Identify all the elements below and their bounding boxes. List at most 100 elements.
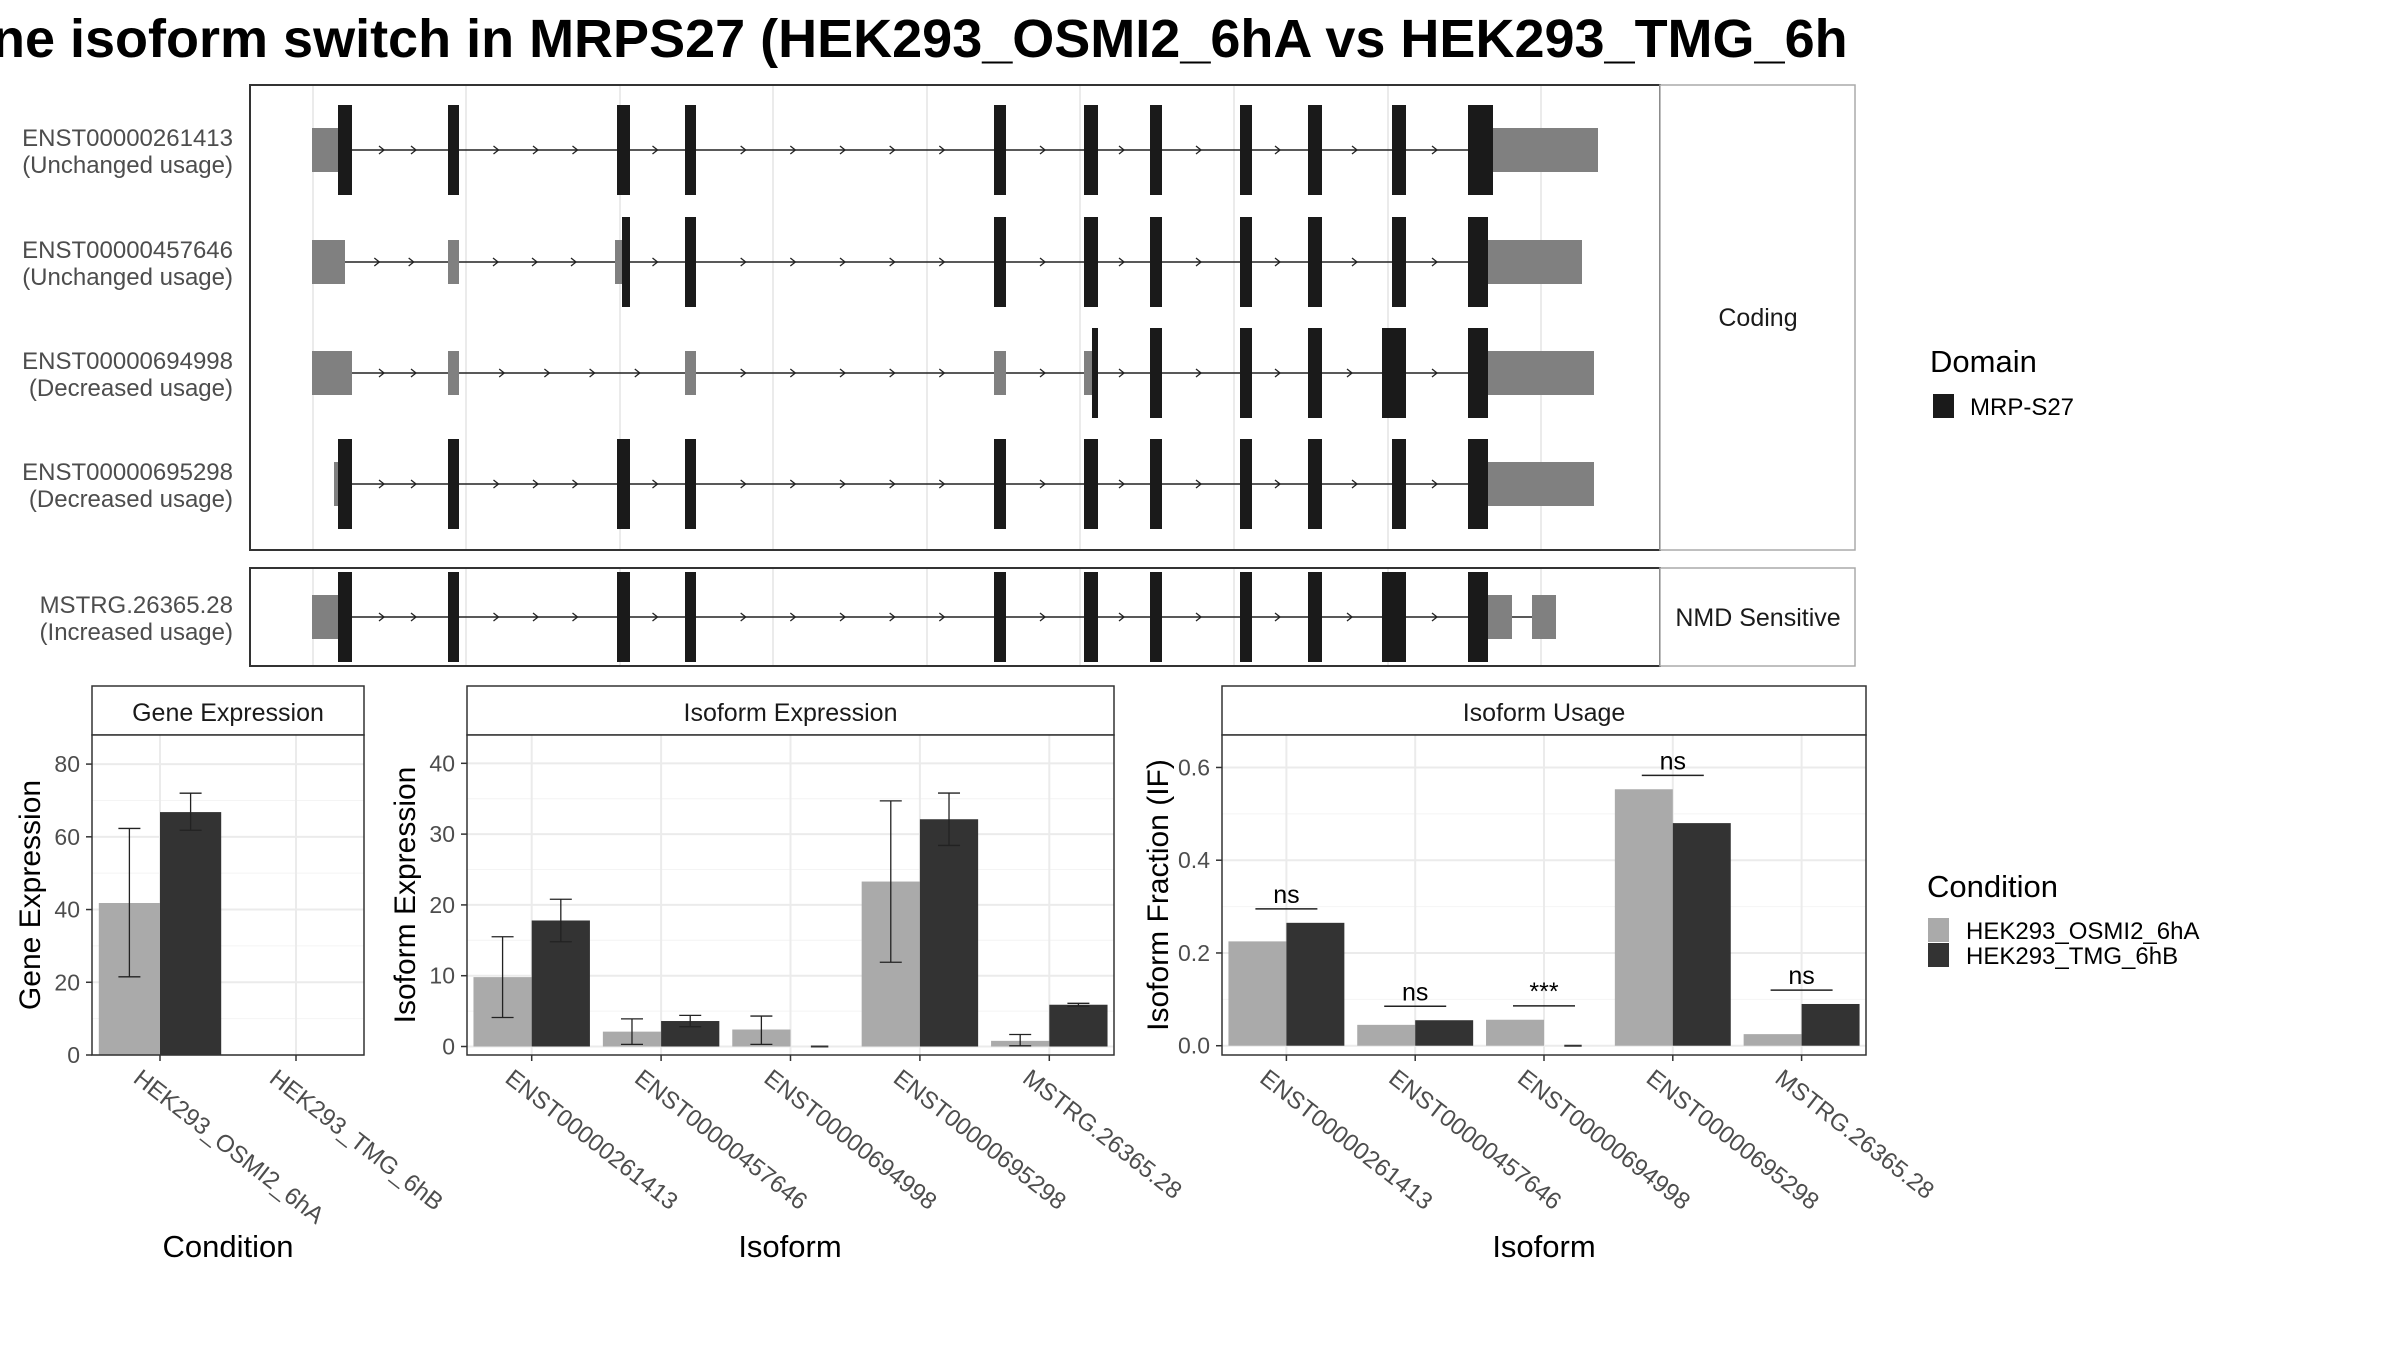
y-tick-label: 0.0 (1178, 1033, 1210, 1059)
cds-exon (338, 439, 352, 529)
utr-exon (685, 351, 696, 395)
y-axis-label: Isoform Fraction (IF) (1142, 759, 1175, 1031)
error-bar (549, 898, 572, 943)
bar (919, 819, 979, 1047)
cds-exon (1240, 572, 1252, 662)
y-axis-label: Gene Expression (14, 780, 47, 1010)
coding-strip (1659, 84, 1856, 551)
transcript-id-label: ENST00000694998 (22, 348, 233, 375)
cds-exon (1468, 439, 1488, 529)
cds-exon (1308, 439, 1322, 529)
utr-exon (448, 240, 459, 284)
cds-exon (994, 105, 1006, 195)
cds-exon (1150, 105, 1162, 195)
y-tick-label: 80 (54, 751, 80, 777)
intron-arrow (498, 368, 506, 378)
bar (1486, 1019, 1544, 1046)
intron-arrow (1351, 257, 1359, 267)
cds-exon (1308, 217, 1322, 307)
cds-exon (1308, 328, 1322, 418)
cds-exon (1092, 328, 1098, 418)
intron-arrow (1431, 145, 1439, 155)
cds-exon (685, 572, 696, 662)
cds-exon (1084, 572, 1098, 662)
intron-arrow (938, 145, 946, 155)
chart-title: Gene Expression (132, 699, 324, 727)
cds-exon (1392, 217, 1406, 307)
condition-legend: Condition HEK293_OSMI2_6hA HEK293_TMG_6h… (1927, 869, 2199, 970)
cds-exon (1468, 105, 1488, 195)
transcript-structure-plot: Coding NMD Sensitive ENST00000261413(Unc… (22, 84, 1856, 667)
cds-exon (1382, 328, 1406, 418)
y-tick-label: 0.4 (1178, 847, 1210, 873)
intron-arrow (889, 479, 896, 489)
y-tick-label: 0.6 (1178, 754, 1210, 780)
intron-arrow (531, 257, 539, 267)
bar (1357, 1024, 1416, 1046)
condition-legend-label-b: HEK293_TMG_6hB (1966, 943, 2178, 970)
intron-arrow (410, 145, 418, 155)
intron-arrow (789, 479, 797, 489)
cds-exon (994, 439, 1006, 529)
cds-exon (448, 105, 459, 195)
intron-arrow (789, 612, 797, 622)
bar-chart: Gene Expression020406080HEK293_OSMI2_6hA… (14, 685, 448, 1264)
condition-legend-key-b (1928, 943, 1949, 967)
chart-strip (1221, 685, 1867, 736)
intron-arrow (652, 479, 659, 489)
bar (1672, 823, 1731, 1046)
error-bar (179, 792, 202, 831)
cds-exon (1488, 105, 1493, 195)
y-axis-label: Isoform Expression (389, 767, 422, 1024)
transcript-track (334, 439, 1594, 529)
intron-arrow (740, 612, 747, 622)
y-tick-label: 20 (54, 969, 80, 995)
nmd-strip (1659, 567, 1856, 667)
cds-exon (1392, 105, 1406, 195)
cds-exon (1468, 217, 1488, 307)
intron-arrow (789, 145, 797, 155)
intron-arrow (1195, 479, 1203, 489)
intron-arrow (634, 368, 641, 378)
cds-exon (1084, 439, 1098, 529)
intron-arrow (789, 257, 797, 267)
cds-exon (994, 572, 1006, 662)
intron-arrow (1118, 257, 1126, 267)
error-bar (750, 1015, 773, 1046)
x-axis-label: Isoform (1492, 1229, 1595, 1264)
intron-arrow (1195, 612, 1203, 622)
significance-label: *** (1529, 978, 1558, 1006)
utr-exon (1468, 351, 1594, 395)
bar (160, 812, 222, 1055)
utr-exon (994, 351, 1006, 395)
intron-arrow (1118, 479, 1126, 489)
intron-arrow (889, 368, 896, 378)
bar (1415, 1020, 1474, 1046)
condition-legend-label-a: HEK293_OSMI2_6hA (1966, 918, 2199, 945)
significance-label: ns (1788, 962, 1814, 990)
cds-exon (1240, 328, 1252, 418)
condition-legend-key-a (1928, 918, 1949, 942)
intron-arrow (1351, 145, 1359, 155)
intron-arrow (1346, 368, 1354, 378)
intron-arrow (938, 368, 946, 378)
cds-exon (622, 217, 630, 307)
cds-exon (1150, 328, 1162, 418)
domain-legend-key (1933, 394, 1954, 418)
transcript-id-label: ENST00000457646 (22, 237, 233, 264)
intron-arrow (572, 612, 579, 622)
intron-arrow (378, 368, 386, 378)
cds-exon (617, 105, 630, 195)
y-tick-label: 40 (429, 750, 455, 776)
intron-arrow (1274, 479, 1282, 489)
intron-arrow (532, 479, 540, 489)
error-bar (1067, 1002, 1090, 1007)
intron-arrow (1118, 612, 1126, 622)
intron-arrow (373, 257, 381, 267)
intron-arrow (1195, 257, 1203, 267)
cds-exon (994, 217, 1006, 307)
intron-arrow (1039, 368, 1047, 378)
y-tick-label: 20 (429, 892, 455, 918)
cds-exon (1240, 105, 1252, 195)
